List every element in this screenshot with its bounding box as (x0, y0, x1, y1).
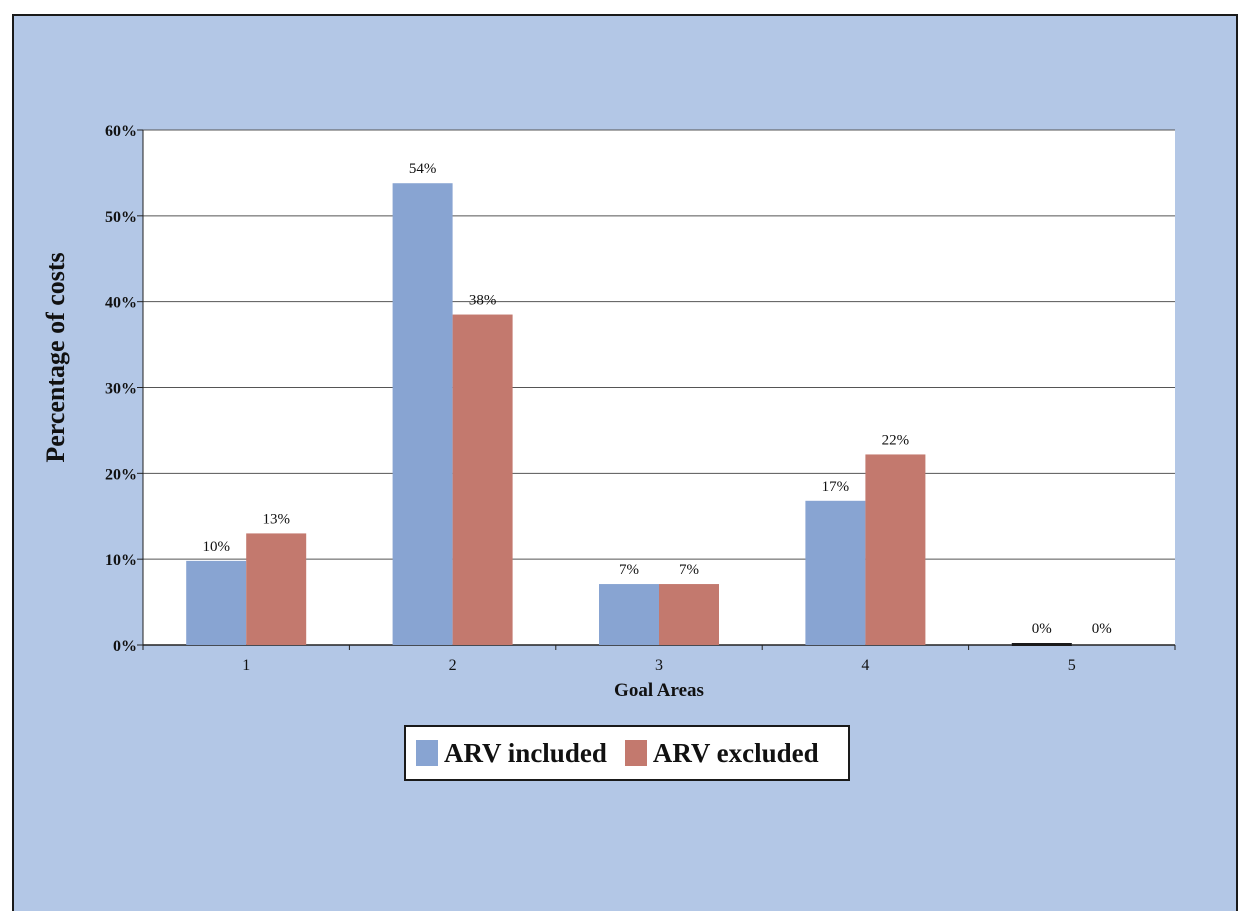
y-tick-label: 40% (105, 295, 137, 312)
y-tick-label: 30% (105, 381, 137, 398)
bar-arv-included (805, 500, 866, 645)
data-label: 0% (1092, 621, 1112, 637)
bar-arv-included (186, 560, 247, 645)
y-tick-label: 20% (105, 466, 137, 483)
y-tick-label: 10% (105, 552, 137, 569)
bar-arv-included (392, 183, 453, 645)
bar-arv-excluded (246, 533, 307, 645)
bar-arv-excluded (452, 314, 513, 645)
legend: ARV included ARV excluded (404, 725, 850, 781)
legend-label-arv-excluded: ARV excluded (652, 737, 819, 768)
data-label: 0% (1032, 621, 1052, 637)
y-axis-title: Percentage of costs (41, 252, 70, 462)
bar-zero-marker (1011, 643, 1072, 646)
legend-swatch-arv-excluded (624, 740, 647, 766)
x-tick-label: 4 (861, 657, 869, 674)
data-label: 17% (822, 479, 850, 495)
x-tick-label: 2 (449, 657, 457, 674)
data-label: 7% (619, 562, 639, 578)
x-tick-label: 3 (655, 657, 663, 674)
bar-arv-excluded (659, 584, 719, 645)
data-label: 22% (882, 432, 910, 448)
bar-arv-included (599, 584, 659, 645)
y-tick-label: 60% (105, 123, 137, 140)
legend-swatch-arv-included (416, 740, 438, 766)
data-label: 38% (469, 293, 497, 309)
legend-label-arv-included: ARV included (444, 737, 607, 768)
data-label: 10% (202, 539, 230, 555)
data-label: 13% (262, 511, 290, 527)
legend-item-arv-excluded: ARV excluded (624, 737, 819, 769)
bar-arv-excluded (865, 454, 926, 645)
x-tick-label: 1 (242, 657, 250, 674)
data-label: 54% (409, 161, 437, 177)
y-tick-label: 0% (113, 638, 137, 655)
y-tick-label: 50% (105, 209, 137, 226)
data-label: 7% (679, 562, 699, 578)
legend-item-arv-included: ARV included (416, 738, 607, 769)
x-tick-label: 5 (1068, 657, 1076, 674)
x-axis-title: Goal Areas (614, 680, 704, 701)
